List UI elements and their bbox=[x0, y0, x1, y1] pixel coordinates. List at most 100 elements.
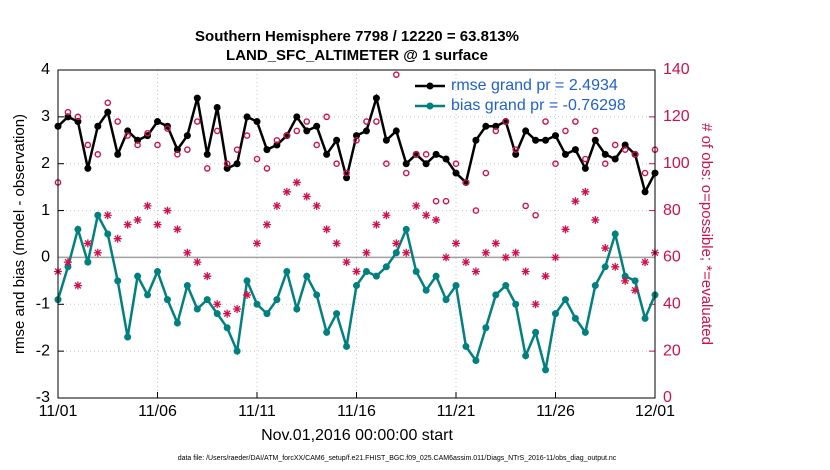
point bbox=[283, 132, 291, 139]
point bbox=[592, 127, 599, 135]
point bbox=[572, 118, 579, 125]
point bbox=[253, 239, 261, 248]
point bbox=[343, 174, 351, 182]
point bbox=[163, 206, 172, 215]
point bbox=[124, 132, 131, 139]
point bbox=[542, 118, 549, 125]
point bbox=[452, 169, 460, 177]
point bbox=[113, 234, 122, 243]
point bbox=[193, 118, 201, 125]
point bbox=[114, 277, 122, 285]
point bbox=[611, 262, 620, 271]
point bbox=[203, 150, 211, 158]
point bbox=[571, 146, 579, 154]
point bbox=[392, 249, 400, 257]
point bbox=[532, 328, 540, 336]
plot-frame bbox=[57, 69, 656, 399]
point bbox=[253, 155, 261, 163]
legend-label: bias grand pr = -0.76298 bbox=[451, 97, 626, 114]
point bbox=[213, 127, 221, 135]
point bbox=[114, 150, 122, 158]
point bbox=[492, 127, 500, 135]
point bbox=[183, 282, 191, 290]
point bbox=[581, 187, 590, 196]
point bbox=[64, 113, 72, 121]
point bbox=[223, 309, 232, 318]
point bbox=[591, 282, 599, 290]
point bbox=[492, 291, 500, 299]
point bbox=[472, 207, 480, 214]
point bbox=[302, 192, 311, 201]
point bbox=[293, 305, 301, 313]
point bbox=[611, 155, 619, 163]
chart-title: Southern Hemisphere 7798 / 12220 = 63.81… bbox=[195, 28, 519, 45]
point bbox=[482, 169, 490, 177]
point bbox=[561, 150, 569, 158]
point bbox=[134, 136, 142, 144]
point bbox=[621, 272, 629, 280]
y-axis-label: rmse and bias (model - observation) bbox=[11, 114, 28, 354]
point bbox=[303, 272, 311, 280]
point bbox=[322, 225, 331, 234]
point bbox=[532, 211, 539, 219]
point bbox=[641, 258, 650, 267]
point bbox=[313, 291, 321, 299]
y2-tick-label: 60 bbox=[663, 249, 681, 266]
point bbox=[103, 211, 112, 220]
point bbox=[144, 291, 152, 299]
point bbox=[174, 151, 181, 158]
point bbox=[94, 122, 102, 130]
point bbox=[313, 122, 321, 130]
point bbox=[372, 272, 380, 280]
point bbox=[93, 248, 102, 257]
point bbox=[512, 146, 520, 153]
point bbox=[213, 310, 221, 318]
point bbox=[492, 122, 500, 130]
point bbox=[263, 310, 271, 318]
point bbox=[432, 215, 441, 224]
point bbox=[104, 108, 112, 116]
point bbox=[372, 220, 381, 229]
point bbox=[353, 132, 360, 140]
point bbox=[283, 267, 291, 275]
point bbox=[323, 113, 330, 121]
point bbox=[552, 160, 559, 168]
point bbox=[641, 314, 649, 322]
point bbox=[452, 282, 460, 290]
point bbox=[64, 108, 72, 116]
point bbox=[392, 239, 401, 248]
point bbox=[124, 333, 132, 341]
point bbox=[611, 230, 619, 238]
footnote: data file: /Users/raeder/DAI/ATM_forcXX/… bbox=[178, 455, 617, 462]
point bbox=[213, 103, 221, 111]
point bbox=[442, 197, 450, 205]
point bbox=[63, 258, 72, 267]
point bbox=[521, 267, 530, 276]
point bbox=[641, 169, 649, 177]
point bbox=[412, 267, 420, 275]
point bbox=[153, 220, 162, 229]
point bbox=[442, 296, 450, 304]
x-tick-label: 11/11 bbox=[238, 403, 276, 420]
point bbox=[104, 99, 112, 107]
point bbox=[481, 248, 490, 257]
point bbox=[74, 225, 82, 233]
y-tick-label: -3 bbox=[36, 389, 50, 406]
chart-subtitle: LAND_SFC_ALTIMETER @ 1 surface bbox=[226, 47, 488, 64]
point bbox=[154, 118, 161, 126]
point bbox=[84, 164, 92, 172]
point bbox=[233, 160, 241, 168]
point bbox=[154, 267, 161, 275]
x-tick-label: 11/01 bbox=[39, 403, 78, 420]
point bbox=[163, 296, 171, 304]
point bbox=[282, 187, 291, 196]
y2-tick-label: 80 bbox=[663, 202, 681, 219]
point bbox=[83, 239, 92, 248]
point bbox=[491, 239, 500, 248]
point bbox=[94, 151, 102, 158]
point bbox=[193, 94, 201, 102]
point bbox=[292, 178, 301, 187]
point bbox=[631, 286, 640, 295]
point bbox=[601, 244, 610, 253]
point bbox=[173, 319, 181, 327]
